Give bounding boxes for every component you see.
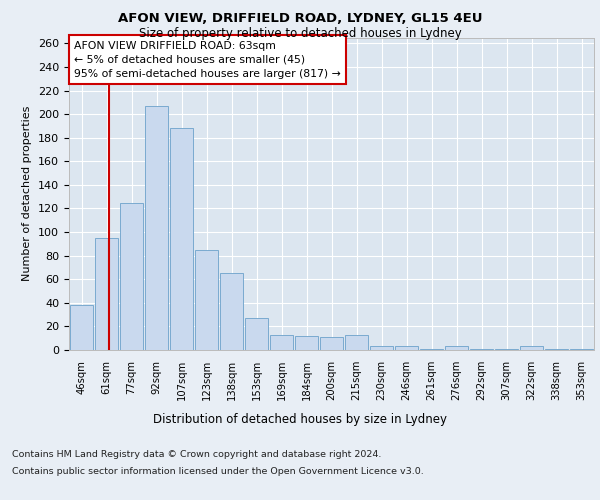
Bar bbox=[445, 346, 469, 350]
Bar bbox=[70, 305, 94, 350]
Bar bbox=[119, 202, 143, 350]
Y-axis label: Number of detached properties: Number of detached properties bbox=[22, 106, 32, 282]
Bar bbox=[569, 349, 593, 350]
Bar bbox=[370, 346, 394, 350]
Bar bbox=[194, 250, 218, 350]
Text: AFON VIEW, DRIFFIELD ROAD, LYDNEY, GL15 4EU: AFON VIEW, DRIFFIELD ROAD, LYDNEY, GL15 … bbox=[118, 12, 482, 26]
Bar bbox=[220, 274, 244, 350]
Bar bbox=[245, 318, 268, 350]
Bar bbox=[320, 337, 343, 350]
Bar bbox=[395, 346, 418, 350]
Text: Contains HM Land Registry data © Crown copyright and database right 2024.: Contains HM Land Registry data © Crown c… bbox=[12, 450, 382, 459]
Bar bbox=[494, 349, 518, 350]
Bar bbox=[419, 349, 443, 350]
Bar bbox=[470, 349, 493, 350]
Bar bbox=[145, 106, 169, 350]
Text: Distribution of detached houses by size in Lydney: Distribution of detached houses by size … bbox=[153, 412, 447, 426]
Bar bbox=[170, 128, 193, 350]
Bar bbox=[295, 336, 319, 350]
Bar bbox=[520, 346, 544, 350]
Bar bbox=[344, 334, 368, 350]
Bar bbox=[269, 334, 293, 350]
Bar bbox=[95, 238, 118, 350]
Text: Size of property relative to detached houses in Lydney: Size of property relative to detached ho… bbox=[139, 28, 461, 40]
Bar bbox=[545, 349, 568, 350]
Text: Contains public sector information licensed under the Open Government Licence v3: Contains public sector information licen… bbox=[12, 468, 424, 476]
Text: AFON VIEW DRIFFIELD ROAD: 63sqm
← 5% of detached houses are smaller (45)
95% of : AFON VIEW DRIFFIELD ROAD: 63sqm ← 5% of … bbox=[74, 40, 341, 78]
